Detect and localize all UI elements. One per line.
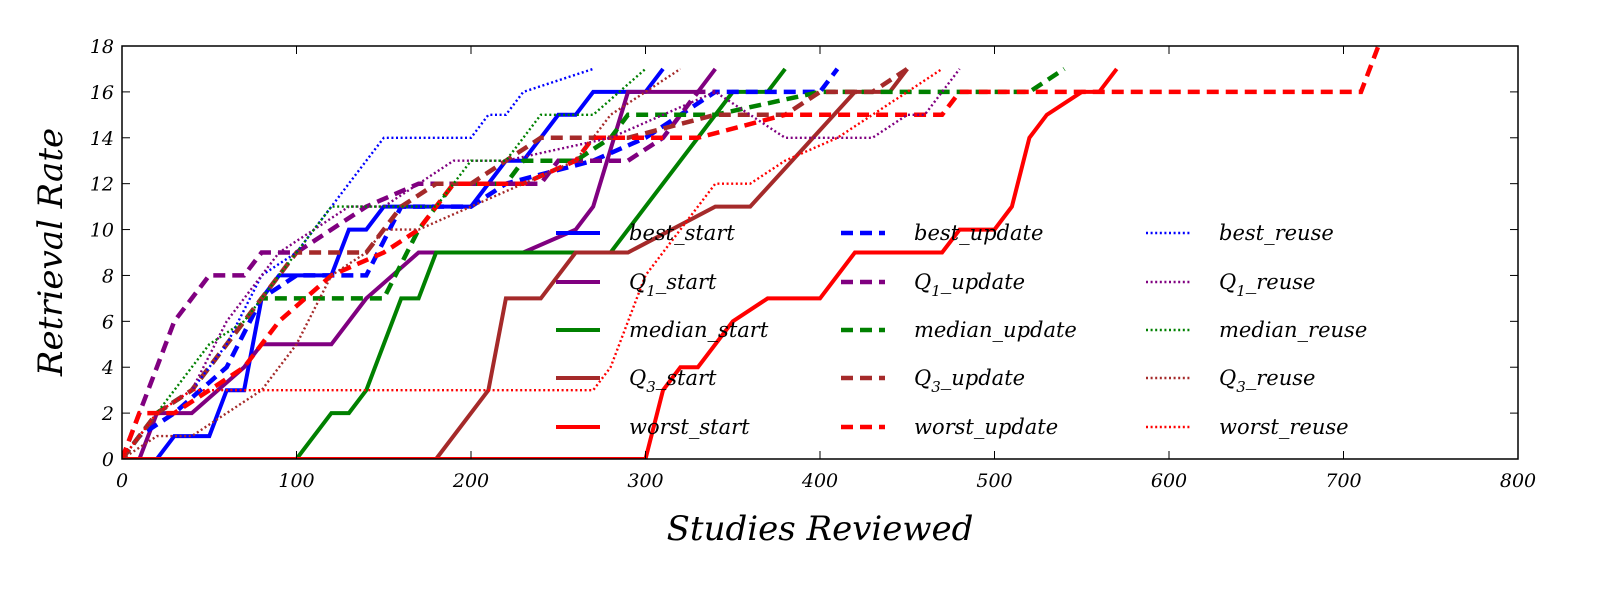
y-tick-label: 14 <box>90 128 114 150</box>
legend-label-main: Q <box>1219 270 1236 294</box>
legend-label-rest: _reuse <box>1246 366 1316 390</box>
series-line-median-reuse <box>122 67 647 459</box>
legend-label: Q1_update <box>914 270 1025 300</box>
legend-label-main: worst_reuse <box>1219 415 1349 439</box>
legend-label: best_update <box>914 221 1043 245</box>
legend-label-rest: _start <box>656 270 717 294</box>
x-axis-title: Studies Reviewed <box>667 509 974 549</box>
x-tick-label: 800 <box>1500 470 1536 492</box>
legend-label-main: median_reuse <box>1219 318 1367 342</box>
y-tick-label: 4 <box>101 357 114 379</box>
legend-label-rest: _update <box>941 366 1025 390</box>
legend-label: worst_start <box>629 415 750 439</box>
legend-label-subscript: 1 <box>931 282 941 300</box>
legend-label-subscript: 1 <box>646 282 656 300</box>
legend-label: Q1_reuse <box>1219 270 1315 300</box>
series-layer <box>122 46 1381 459</box>
x-tick-label: 400 <box>801 470 838 492</box>
x-tick-label: 200 <box>452 470 489 492</box>
x-tick-label: 500 <box>976 470 1012 492</box>
legend-label-rest: _reuse <box>1246 270 1316 294</box>
series-line-q1-update <box>122 89 716 459</box>
legend-label-subscript: 3 <box>931 378 941 396</box>
legend-label-subscript: 1 <box>1236 282 1246 300</box>
legend-label-subscript: 3 <box>646 378 656 396</box>
legend-label: best_reuse <box>1219 221 1334 245</box>
legend-label: median_update <box>914 318 1077 342</box>
axis-ticks: 0 100 200 300 400 500 600 700 800 0 2 4 6 8 10 12 14 16 18 <box>90 36 1536 492</box>
y-axis-title: Retrieval Rate <box>31 128 71 377</box>
legend-label-main: Q <box>629 366 646 390</box>
legend-label-main: median_update <box>914 318 1077 342</box>
x-tick-label: 700 <box>1325 470 1361 492</box>
x-tick-label: 100 <box>278 470 314 492</box>
legend-label: Q3_start <box>629 366 717 396</box>
legend-label: worst_update <box>914 415 1058 439</box>
legend-label: worst_reuse <box>1219 415 1349 439</box>
legend-label-main: Q <box>914 366 931 390</box>
series-line-best-start <box>122 67 665 459</box>
y-tick-label: 2 <box>101 403 114 425</box>
legend-label-main: best_reuse <box>1219 221 1334 245</box>
series-line-best-update <box>122 67 840 459</box>
legend-label: median_start <box>629 318 769 342</box>
legend-label: Q3_update <box>914 366 1025 396</box>
legend: best_startQ1_startmedian_startQ3_startwo… <box>556 221 1367 439</box>
legend-label-main: Q <box>914 270 931 294</box>
legend-label-main: median_start <box>629 318 769 342</box>
y-tick-label: 6 <box>102 311 114 333</box>
x-tick-label: 300 <box>627 470 663 492</box>
series-line-worst-reuse <box>122 67 943 459</box>
y-tick-label: 8 <box>102 265 114 287</box>
legend-label-rest: _start <box>656 366 717 390</box>
legend-label-main: best_start <box>629 221 735 245</box>
legend-label-main: worst_update <box>914 415 1058 439</box>
y-tick-label: 0 <box>102 449 114 471</box>
legend-label-main: best_update <box>914 221 1043 245</box>
series-line-worst-start <box>122 67 1119 459</box>
legend-label-main: Q <box>1219 366 1236 390</box>
y-tick-label: 12 <box>90 174 114 196</box>
x-tick-label: 600 <box>1151 470 1187 492</box>
legend-label: Q1_start <box>629 270 717 300</box>
legend-label: best_start <box>629 221 735 245</box>
legend-label: Q3_reuse <box>1219 366 1315 396</box>
series-line-median-start <box>122 67 787 459</box>
legend-label-main: Q <box>629 270 646 294</box>
y-tick-label: 16 <box>90 82 114 104</box>
legend-label-main: worst_start <box>629 415 750 439</box>
legend-label-rest: _update <box>941 270 1025 294</box>
legend-label: median_reuse <box>1219 318 1367 342</box>
y-tick-label: 18 <box>90 36 114 58</box>
series-line-q3-reuse <box>122 67 682 459</box>
legend-label-subscript: 3 <box>1236 378 1246 396</box>
series-line-q3-update <box>122 67 909 459</box>
y-tick-label: 10 <box>90 220 114 242</box>
series-line-q3-start <box>122 67 909 459</box>
x-tick-label: 0 <box>116 470 128 492</box>
